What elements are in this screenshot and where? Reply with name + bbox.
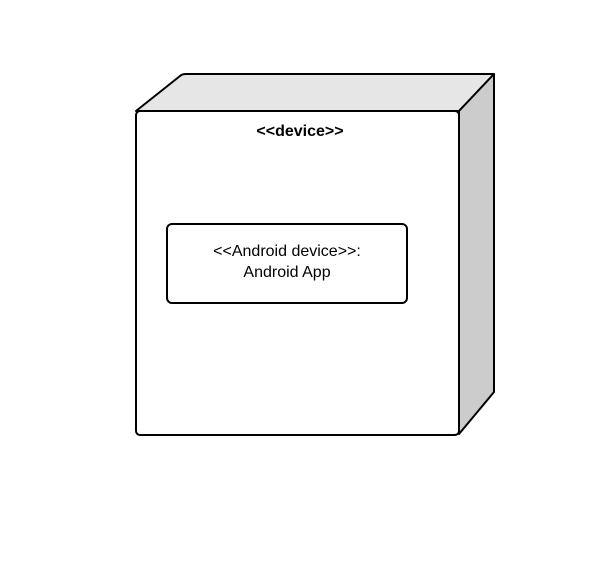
android-app-component[interactable]: <<Android device>>: Android App: [166, 223, 408, 304]
device-node-top-face: [135, 73, 495, 112]
android-app-component-stereotype: <<Android device>>:: [213, 243, 361, 260]
device-node-stereotype: <<device>>: [256, 123, 343, 140]
device-node-side-face: [458, 73, 495, 435]
android-app-component-box: [166, 223, 408, 304]
android-app-component-name: Android App: [243, 264, 330, 281]
